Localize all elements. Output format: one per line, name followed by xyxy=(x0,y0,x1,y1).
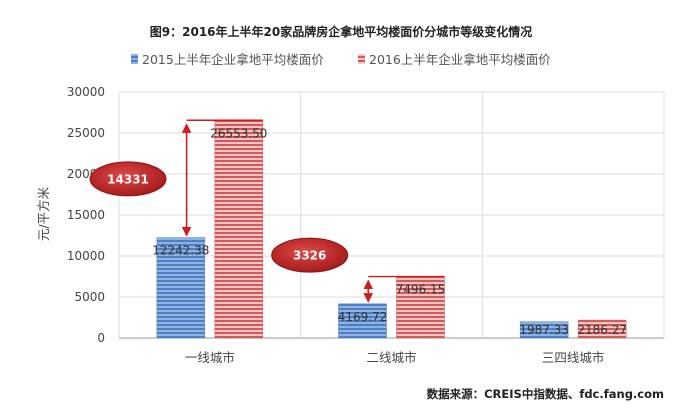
legend-swatch-2016 xyxy=(358,54,365,64)
legend-label-2015: 2015上半年企业拿地平均楼面价 xyxy=(142,52,324,67)
bars xyxy=(156,120,627,339)
y-tick-25000: 25000 xyxy=(67,126,105,140)
y-tick-0: 0 xyxy=(97,331,105,345)
category-label-2: 三四线城市 xyxy=(542,350,605,365)
value-label-2015-0: 12242.38 xyxy=(152,244,209,258)
legend-label-2016: 2016上半年企业拿地平均楼面价 xyxy=(369,52,551,67)
legend-swatch-2015 xyxy=(131,54,138,64)
difference-bubble-1 xyxy=(271,237,349,273)
annotations: 14331 3326 xyxy=(89,119,445,303)
bar-2015-2 xyxy=(519,321,569,339)
value-labels: 12242.38 26553.50 4169.72 7496.15 1987.33 218… xyxy=(152,126,627,337)
difference-label-0: 14331 xyxy=(107,172,149,186)
difference-label-1: 3326 xyxy=(293,249,326,263)
category-label-1: 二线城市 xyxy=(366,350,416,365)
category-label-0: 一线城市 xyxy=(185,350,235,365)
gridlines xyxy=(118,91,665,339)
value-label-2015-1: 4169.72 xyxy=(338,310,388,324)
value-label-2016-2: 2186.27 xyxy=(577,323,627,337)
y-tick-15000: 15000 xyxy=(67,208,105,222)
chart-title: 图9：2016年上半年20家品牌房企拿地平均楼面价分城市等级变化情况 xyxy=(150,24,532,39)
difference-bubble-0 xyxy=(89,161,167,197)
bar-2016-0 xyxy=(214,120,264,339)
y-axis-title: 元/平方米 xyxy=(36,186,51,241)
x-category-labels: 一线城市 二线城市 三四线城市 xyxy=(185,350,605,365)
legend: 2015上半年企业拿地平均楼面价 2016上半年企业拿地平均楼面价 xyxy=(131,52,551,67)
bar-2016-2 xyxy=(577,319,627,339)
value-label-2015-2: 1987.33 xyxy=(519,323,569,337)
y-tick-10000: 10000 xyxy=(67,249,105,263)
bar-2015-1 xyxy=(338,303,387,339)
bar-2016-1 xyxy=(396,276,445,339)
value-label-2016-0: 26553.50 xyxy=(210,126,267,140)
source-note: 数据来源：CREIS中指数据、fdc.fang.com xyxy=(427,387,664,401)
y-tick-5000: 5000 xyxy=(74,290,105,304)
value-label-2016-1: 7496.15 xyxy=(396,283,446,297)
y-tick-30000: 30000 xyxy=(67,85,105,99)
bar-2015-0 xyxy=(156,237,206,339)
